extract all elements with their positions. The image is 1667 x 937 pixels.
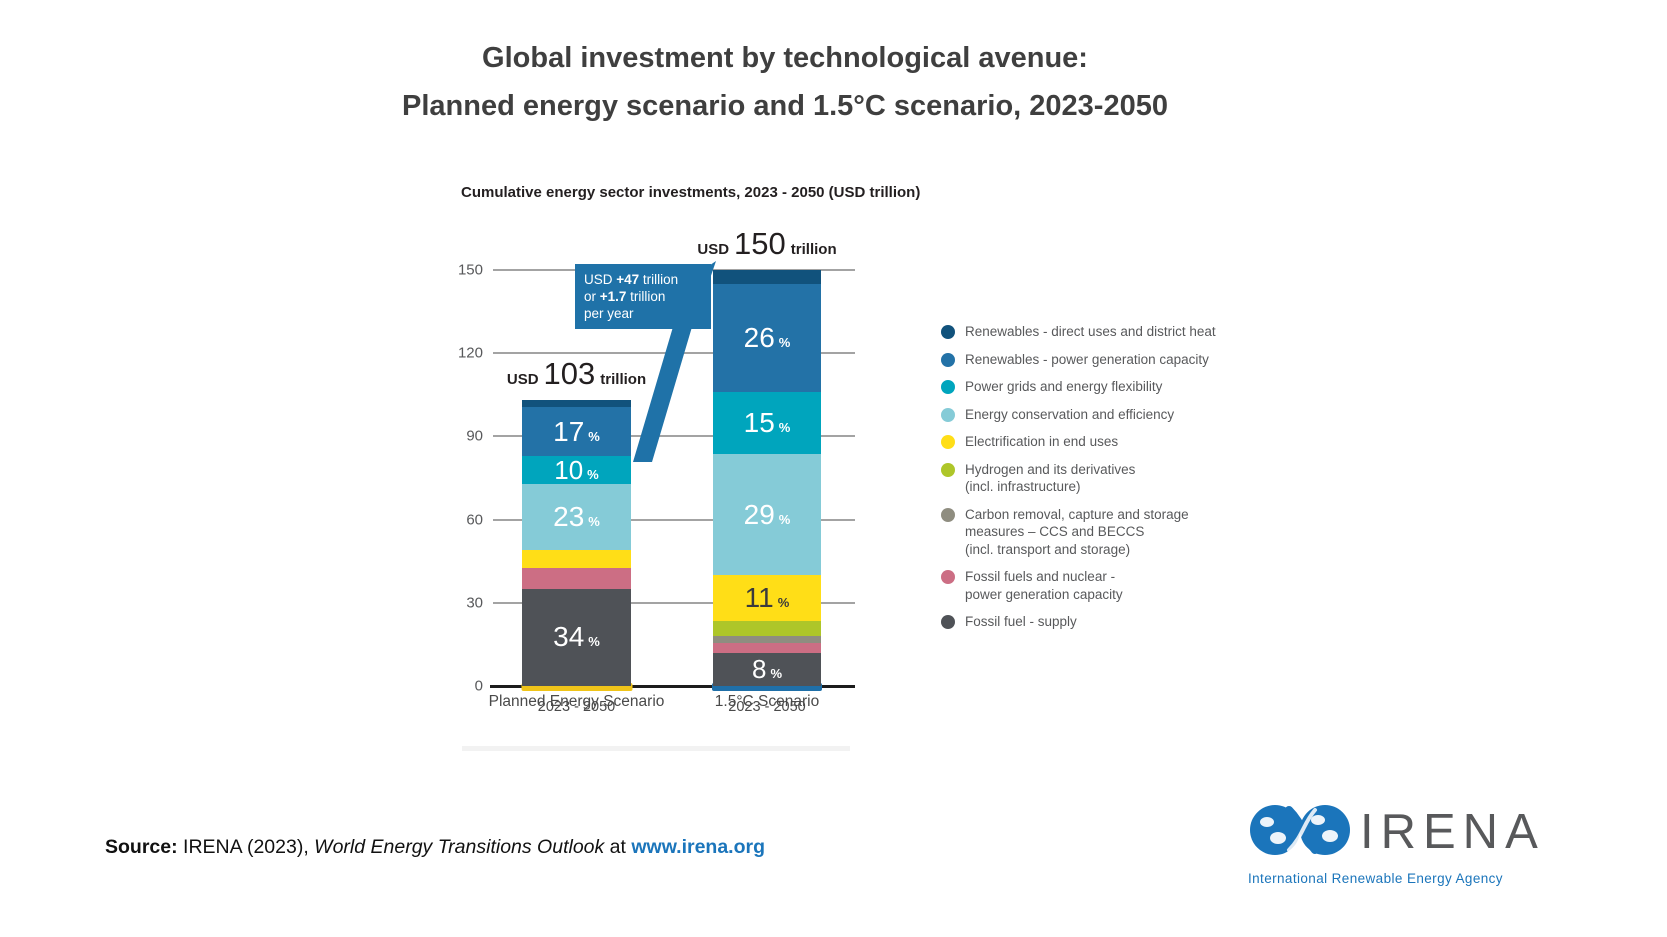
segment-percent-label: 26% xyxy=(743,321,791,353)
bar-segment xyxy=(522,568,631,589)
x-axis-baseline xyxy=(490,685,855,688)
source-link[interactable]: www.irena.org xyxy=(631,836,766,858)
legend-item: Hydrogen and its derivatives (incl. infra… xyxy=(941,461,1301,496)
category-period: 2023 - 2050 xyxy=(728,699,806,715)
gridline xyxy=(493,435,855,438)
bar-segment: 34% xyxy=(522,588,631,686)
segment-percent-label: 17% xyxy=(553,415,600,447)
legend-item-label: Renewables - direct uses and district he… xyxy=(965,324,1216,339)
gridline xyxy=(493,518,855,521)
legend-item-label: Hydrogen and its derivatives (incl. infra… xyxy=(965,461,1136,495)
annotation-line: USD +47 trillion xyxy=(584,272,679,287)
legend-item: Electrification in end uses xyxy=(941,433,1301,451)
bar-total-label: USD 103 trillion xyxy=(506,356,647,392)
legend-color-dot xyxy=(941,352,955,367)
y-tick-label: 150 xyxy=(457,261,483,279)
legend-item: Renewables - direct uses and district he… xyxy=(941,323,1301,341)
legend-item-label: Carbon removal, capture and storage measu… xyxy=(965,506,1189,557)
legend-item-label: Electrification in end uses xyxy=(965,434,1119,449)
y-tick-label: 60 xyxy=(466,511,483,529)
source-publication: World Energy Transitions Outlook xyxy=(314,836,605,858)
y-tick-label: 30 xyxy=(466,594,483,612)
category-label: 1.5°C Scenario xyxy=(714,693,820,710)
bar-segment: 29% xyxy=(713,454,821,576)
bar-total-label: USD 150 trillion xyxy=(697,226,837,261)
segment-percent-label: 10% xyxy=(554,455,599,486)
source-line: Source: IRENA (2023), World Energy Trans… xyxy=(105,836,766,858)
segment-percent-label: 23% xyxy=(553,501,600,533)
y-tick-label: 120 xyxy=(457,344,483,362)
legend-item-label: Renewables - power generation capacity xyxy=(965,351,1209,367)
chart-subtitle: Cumulative energy sector investments, 20… xyxy=(461,184,921,201)
gridline xyxy=(493,601,855,604)
legend-color-dot xyxy=(941,435,955,449)
category-period: 2023 - 2050 xyxy=(537,699,616,715)
legend-color-dot xyxy=(941,325,955,339)
bar-segment xyxy=(522,400,631,408)
decorative-band xyxy=(462,746,850,751)
annotation-line: or +1.7 trillion xyxy=(584,289,666,304)
legend-item: Renewables - power generation capacity xyxy=(941,351,1301,369)
bar-segment xyxy=(522,550,631,569)
bar-segment: 15% xyxy=(713,392,821,455)
page-title: Global investment by technological avenu… xyxy=(0,34,1570,130)
bar-segment: 23% xyxy=(522,484,631,551)
logo-tagline: International Renewable Energy Agency xyxy=(1248,871,1503,886)
bar-planned-energy-scenario: 17% 10% 23% 34% xyxy=(522,400,631,686)
segment-percent-label: 15% xyxy=(743,407,791,439)
legend-item: Carbon removal, capture and storage measu… xyxy=(941,506,1301,559)
bar-segment: 8% xyxy=(713,652,821,686)
legend-color-dot xyxy=(941,570,955,584)
bar-1-5c-scenario: 26% 15% 29% 11% 8% xyxy=(713,270,821,686)
legend-color-dot xyxy=(941,462,955,477)
globe-infinity-icon: IRENA xyxy=(1250,805,1538,859)
bar-segment: 26% xyxy=(713,283,821,393)
legend-item: Fossil fuel - supply xyxy=(941,613,1301,631)
bar-segment: 17% xyxy=(522,407,631,456)
legend-item: Power grids and energy flexibility xyxy=(941,378,1301,396)
segment-percent-label: 11% xyxy=(744,581,790,613)
annotation-line: per year xyxy=(584,306,634,321)
legend-color-dot xyxy=(941,615,955,629)
y-tick-label: 90 xyxy=(466,427,483,445)
segment-percent-label: 8% xyxy=(751,654,783,685)
bar-segment xyxy=(713,643,821,653)
segment-percent-label: 34% xyxy=(553,621,600,653)
page-title-line1: Global investment by technological avenu… xyxy=(482,42,1088,74)
annotation-box: USD +47 trillion or +1.7 trillion per ye… xyxy=(575,264,711,329)
irena-logo: IRENA International Renewable Energy Age… xyxy=(1248,798,1548,886)
legend-item-label: Energy conservation and efficiency xyxy=(965,406,1175,422)
legend-item-label: Fossil fuel - supply xyxy=(965,614,1077,629)
logo-acronym: IRENA xyxy=(1360,805,1538,859)
bar-segment: 11% xyxy=(713,575,821,621)
category-label: Planned Energy Scenario xyxy=(488,693,665,710)
chart-legend: Renewables - direct uses and district he… xyxy=(941,323,1301,641)
bar-segment xyxy=(713,620,821,637)
y-tick-label: 0 xyxy=(474,677,483,695)
segment-percent-label: 29% xyxy=(743,498,791,530)
increase-arrow-icon xyxy=(633,261,716,462)
legend-color-dot xyxy=(941,507,955,522)
legend-color-dot xyxy=(941,407,955,422)
bar-segment xyxy=(713,270,821,284)
legend-item: Energy conservation and efficiency xyxy=(941,406,1301,424)
legend-item-label: Fossil fuels and nuclear - power generati… xyxy=(965,569,1123,602)
legend-item-label: Power grids and energy flexibility xyxy=(965,379,1163,394)
legend-item: Fossil fuels and nuclear - power generati… xyxy=(941,568,1301,603)
page-title-line2: Planned energy scenario and 1.5°C scenar… xyxy=(402,90,1168,122)
bar-segment xyxy=(713,636,821,644)
legend-color-dot xyxy=(941,380,955,394)
bar-segment: 10% xyxy=(522,455,631,486)
source-label: Source: xyxy=(105,836,178,858)
